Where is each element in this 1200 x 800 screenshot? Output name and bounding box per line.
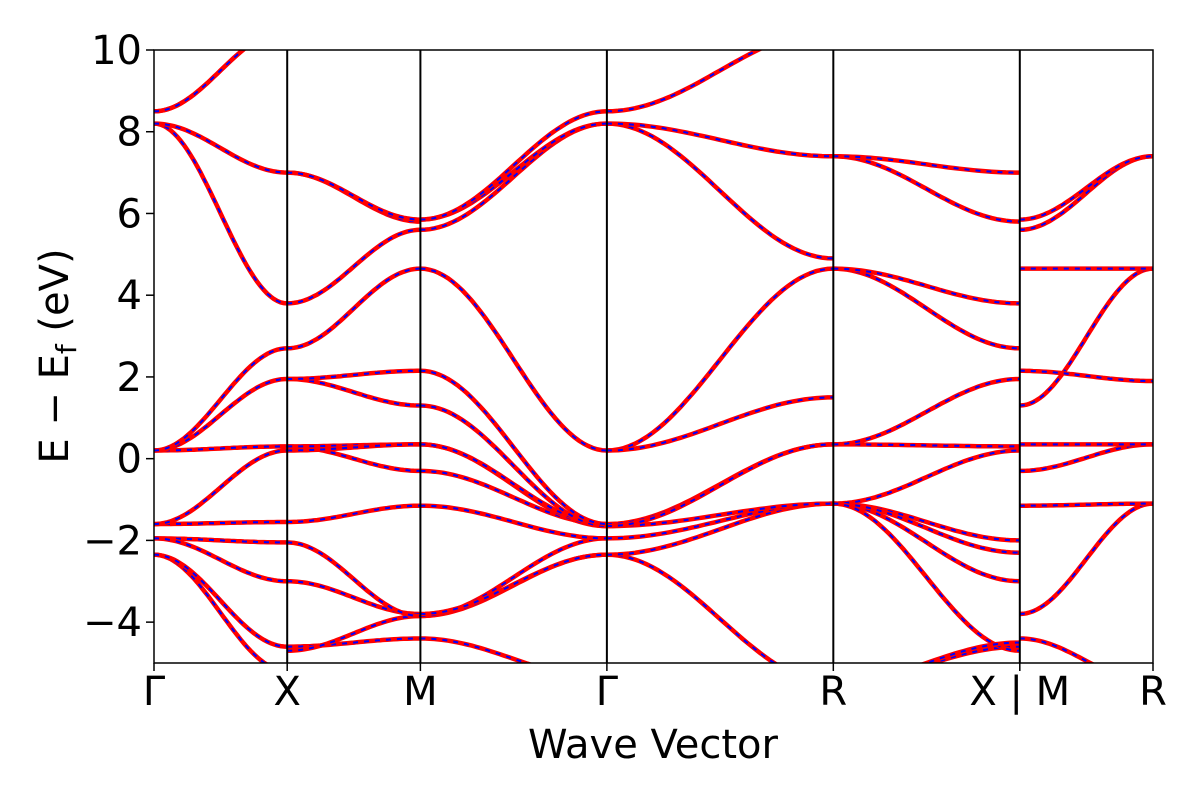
band-line-blue-dashed — [833, 502, 1020, 583]
band-line-blue-dashed — [287, 615, 421, 652]
band-line-blue-dashed — [606, 502, 834, 556]
band-line-blue-dashed — [1019, 267, 1153, 407]
band-line-red — [833, 154, 1020, 175]
band-line-blue-dashed — [154, 553, 267, 663]
band-line-blue-dashed — [606, 50, 761, 113]
x-tick-label: R — [819, 669, 847, 715]
band-line-blue-dashed — [1019, 502, 1153, 507]
band-line-red — [1019, 266, 1153, 408]
y-tick-label: 8 — [117, 110, 142, 156]
x-tick-label: M — [403, 669, 438, 715]
y-tick-label: 2 — [117, 355, 142, 401]
y-tick-label: 6 — [117, 191, 142, 237]
band-line-blue-dashed — [606, 122, 834, 260]
band-line-red — [420, 121, 607, 222]
band-line-blue-dashed — [833, 378, 1020, 446]
band-line-blue-dashed — [606, 443, 834, 528]
band-line-blue-dashed — [154, 122, 288, 305]
band-line-blue-dashed — [420, 267, 607, 452]
y-axis-label: E − Ef (eV) — [32, 248, 83, 463]
band-line-blue-dashed — [154, 521, 288, 526]
band-line-blue-dashed — [420, 443, 607, 526]
x-tick-label: X | M — [969, 669, 1070, 715]
y-axis-label-main: E − E — [32, 354, 78, 464]
band-line-blue-dashed — [287, 504, 421, 523]
y-tick-label: 0 — [117, 437, 142, 483]
band-line-blue-dashed — [154, 347, 288, 452]
band-line-blue-dashed — [1019, 637, 1093, 663]
band-line-red — [919, 640, 1020, 663]
band-line-red — [154, 346, 288, 453]
band-line-blue-dashed — [154, 537, 288, 544]
band-line-blue-dashed — [287, 580, 421, 615]
band-line-blue-dashed — [287, 369, 421, 380]
band-line-blue-dashed — [154, 378, 288, 452]
y-axis-label-unit: (eV) — [32, 248, 78, 344]
band-line-red — [420, 636, 533, 663]
band-line-blue-dashed — [420, 404, 607, 528]
band-line-blue-dashed — [287, 171, 421, 221]
band-line-blue-dashed — [606, 122, 834, 158]
band-line-red — [925, 644, 1020, 663]
band-line-blue-dashed — [287, 443, 421, 452]
band-line-blue-dashed — [154, 122, 288, 174]
band-line-blue-dashed — [606, 396, 834, 452]
band-line-blue-dashed — [1019, 155, 1153, 221]
band-line-red — [606, 266, 834, 453]
band-line-red — [287, 170, 421, 222]
y-tick-label: −2 — [83, 518, 142, 564]
x-axis-label: Wave Vector — [528, 722, 779, 768]
y-axis: −4 −2 0 2 4 6 8 10 — [83, 28, 154, 646]
band-line-blue-dashed — [1019, 443, 1153, 472]
y-tick-label: −4 — [83, 600, 142, 646]
band-line-blue-dashed — [833, 267, 1020, 350]
band-line-blue-dashed — [606, 502, 834, 528]
band-line-blue-dashed — [154, 449, 288, 526]
band-line-blue-dashed — [420, 553, 607, 615]
band-line-blue-dashed — [420, 504, 607, 540]
bands-layer — [154, 50, 1153, 663]
band-line-blue-dashed — [420, 537, 607, 617]
band-line-blue-dashed — [833, 155, 1020, 174]
band-line-blue-dashed — [154, 50, 245, 113]
plot-frame — [153, 49, 1154, 664]
band-line-blue-dashed — [287, 267, 421, 350]
band-line-blue-dashed — [154, 553, 288, 648]
band-line-red — [833, 448, 1020, 506]
x-axis: Γ X M Γ R X | M R — [143, 663, 1167, 715]
band-line-blue-dashed — [833, 443, 1020, 448]
band-line-blue-dashed — [1019, 155, 1153, 231]
band-line-blue-dashed — [833, 155, 1020, 223]
band-line-blue-dashed — [1019, 502, 1153, 615]
x-tick-label: Γ — [143, 669, 166, 715]
band-line-red — [833, 266, 1020, 306]
band-line-blue-dashed — [1019, 369, 1153, 382]
band-line-blue-dashed — [287, 228, 421, 305]
x-tick-label: R — [1139, 669, 1167, 715]
y-tick-label: 10 — [91, 28, 142, 74]
band-line-blue-dashed — [154, 445, 288, 452]
band-line-blue-dashed — [287, 541, 421, 617]
y-axis-label-sub: f — [50, 343, 83, 354]
band-line-red — [1019, 154, 1153, 222]
band-line-blue-dashed — [420, 369, 607, 526]
band-line-blue-dashed — [420, 110, 607, 221]
x-tick-label: X — [273, 669, 300, 715]
band-line-blue-dashed — [154, 537, 288, 583]
band-line-red — [606, 501, 834, 557]
x-tick-label: Γ — [596, 669, 619, 715]
band-line-blue-dashed — [606, 553, 777, 663]
band-line-red — [833, 501, 1020, 555]
band-line-blue-dashed — [833, 502, 1020, 652]
y-tick-label: 4 — [117, 273, 142, 319]
band-line-red — [154, 552, 288, 649]
kpoint-lines — [286, 50, 1021, 663]
band-line-blue-dashed — [287, 378, 421, 407]
band-line-red — [420, 552, 607, 617]
